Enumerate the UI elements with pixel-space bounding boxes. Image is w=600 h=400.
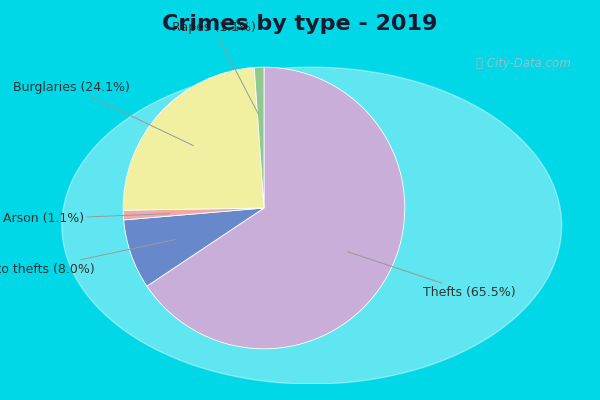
Wedge shape bbox=[123, 208, 264, 220]
Wedge shape bbox=[147, 67, 405, 349]
Text: ⓘ City-Data.com: ⓘ City-Data.com bbox=[476, 57, 571, 70]
Text: Auto thefts (8.0%): Auto thefts (8.0%) bbox=[0, 240, 175, 276]
Wedge shape bbox=[123, 68, 264, 210]
Text: Arson (1.1%): Arson (1.1%) bbox=[3, 212, 170, 225]
Text: Crimes by type - 2019: Crimes by type - 2019 bbox=[163, 14, 437, 34]
Ellipse shape bbox=[62, 67, 562, 384]
Text: Thefts (65.5%): Thefts (65.5%) bbox=[347, 252, 516, 299]
Wedge shape bbox=[254, 67, 264, 208]
Text: Burglaries (24.1%): Burglaries (24.1%) bbox=[13, 81, 193, 146]
Wedge shape bbox=[124, 208, 264, 286]
Text: Rapes (1.1%): Rapes (1.1%) bbox=[172, 22, 259, 114]
